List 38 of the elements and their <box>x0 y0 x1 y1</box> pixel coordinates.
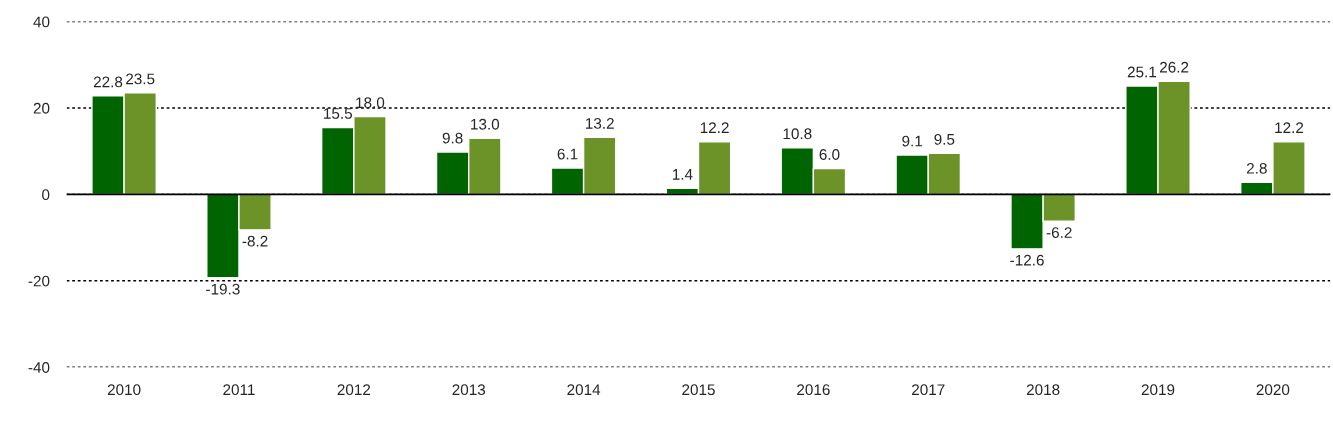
data-label: 25.1 <box>1127 66 1157 78</box>
x-tick-label: 2016 <box>797 384 830 396</box>
data-label: 9.1 <box>902 135 923 147</box>
data-label: 22.8 <box>93 76 123 88</box>
y-tick-label: -40 <box>28 362 50 373</box>
data-label: 13.0 <box>471 118 500 130</box>
x-tick-label: 2018 <box>1026 384 1060 396</box>
data-label: 13.2 <box>585 117 614 129</box>
y-tick-label: -20 <box>28 275 50 287</box>
data-label: 12.2 <box>1275 122 1304 133</box>
data-label: -19.3 <box>206 283 240 295</box>
y-tick-label: 20 <box>33 102 50 114</box>
data-label: 15.5 <box>324 108 352 119</box>
x-tick-label: 2012 <box>337 384 371 396</box>
data-label: 6.1 <box>557 148 578 160</box>
data-label: 6.0 <box>819 149 840 160</box>
x-tick-label: 2017 <box>912 384 945 396</box>
data-label: 12.2 <box>700 122 729 133</box>
data-label: -12.6 <box>1010 254 1044 266</box>
x-tick-label: 2013 <box>452 384 486 396</box>
x-tick-label: 2011 <box>223 384 255 396</box>
data-label: -6.2 <box>1046 227 1072 238</box>
data-label: 2.8 <box>1246 162 1267 174</box>
y-tick-label: 40 <box>33 16 50 28</box>
x-tick-label: 2010 <box>107 384 141 396</box>
x-tick-label: 2015 <box>682 384 715 396</box>
x-tick-label: 2020 <box>1256 384 1290 396</box>
x-tick-label: 2014 <box>567 384 601 396</box>
data-label: 18.0 <box>356 97 385 109</box>
data-label: 10.8 <box>783 128 812 140</box>
data-label: -8.2 <box>242 235 268 247</box>
x-tick-label: 2019 <box>1141 384 1175 396</box>
data-label: 9.5 <box>934 133 955 145</box>
data-label: 9.8 <box>442 132 463 144</box>
data-label: 26.2 <box>1160 61 1189 73</box>
data-label: 23.5 <box>126 73 155 85</box>
data-label: 1.4 <box>672 169 693 180</box>
y-tick-label: 0 <box>42 189 50 201</box>
